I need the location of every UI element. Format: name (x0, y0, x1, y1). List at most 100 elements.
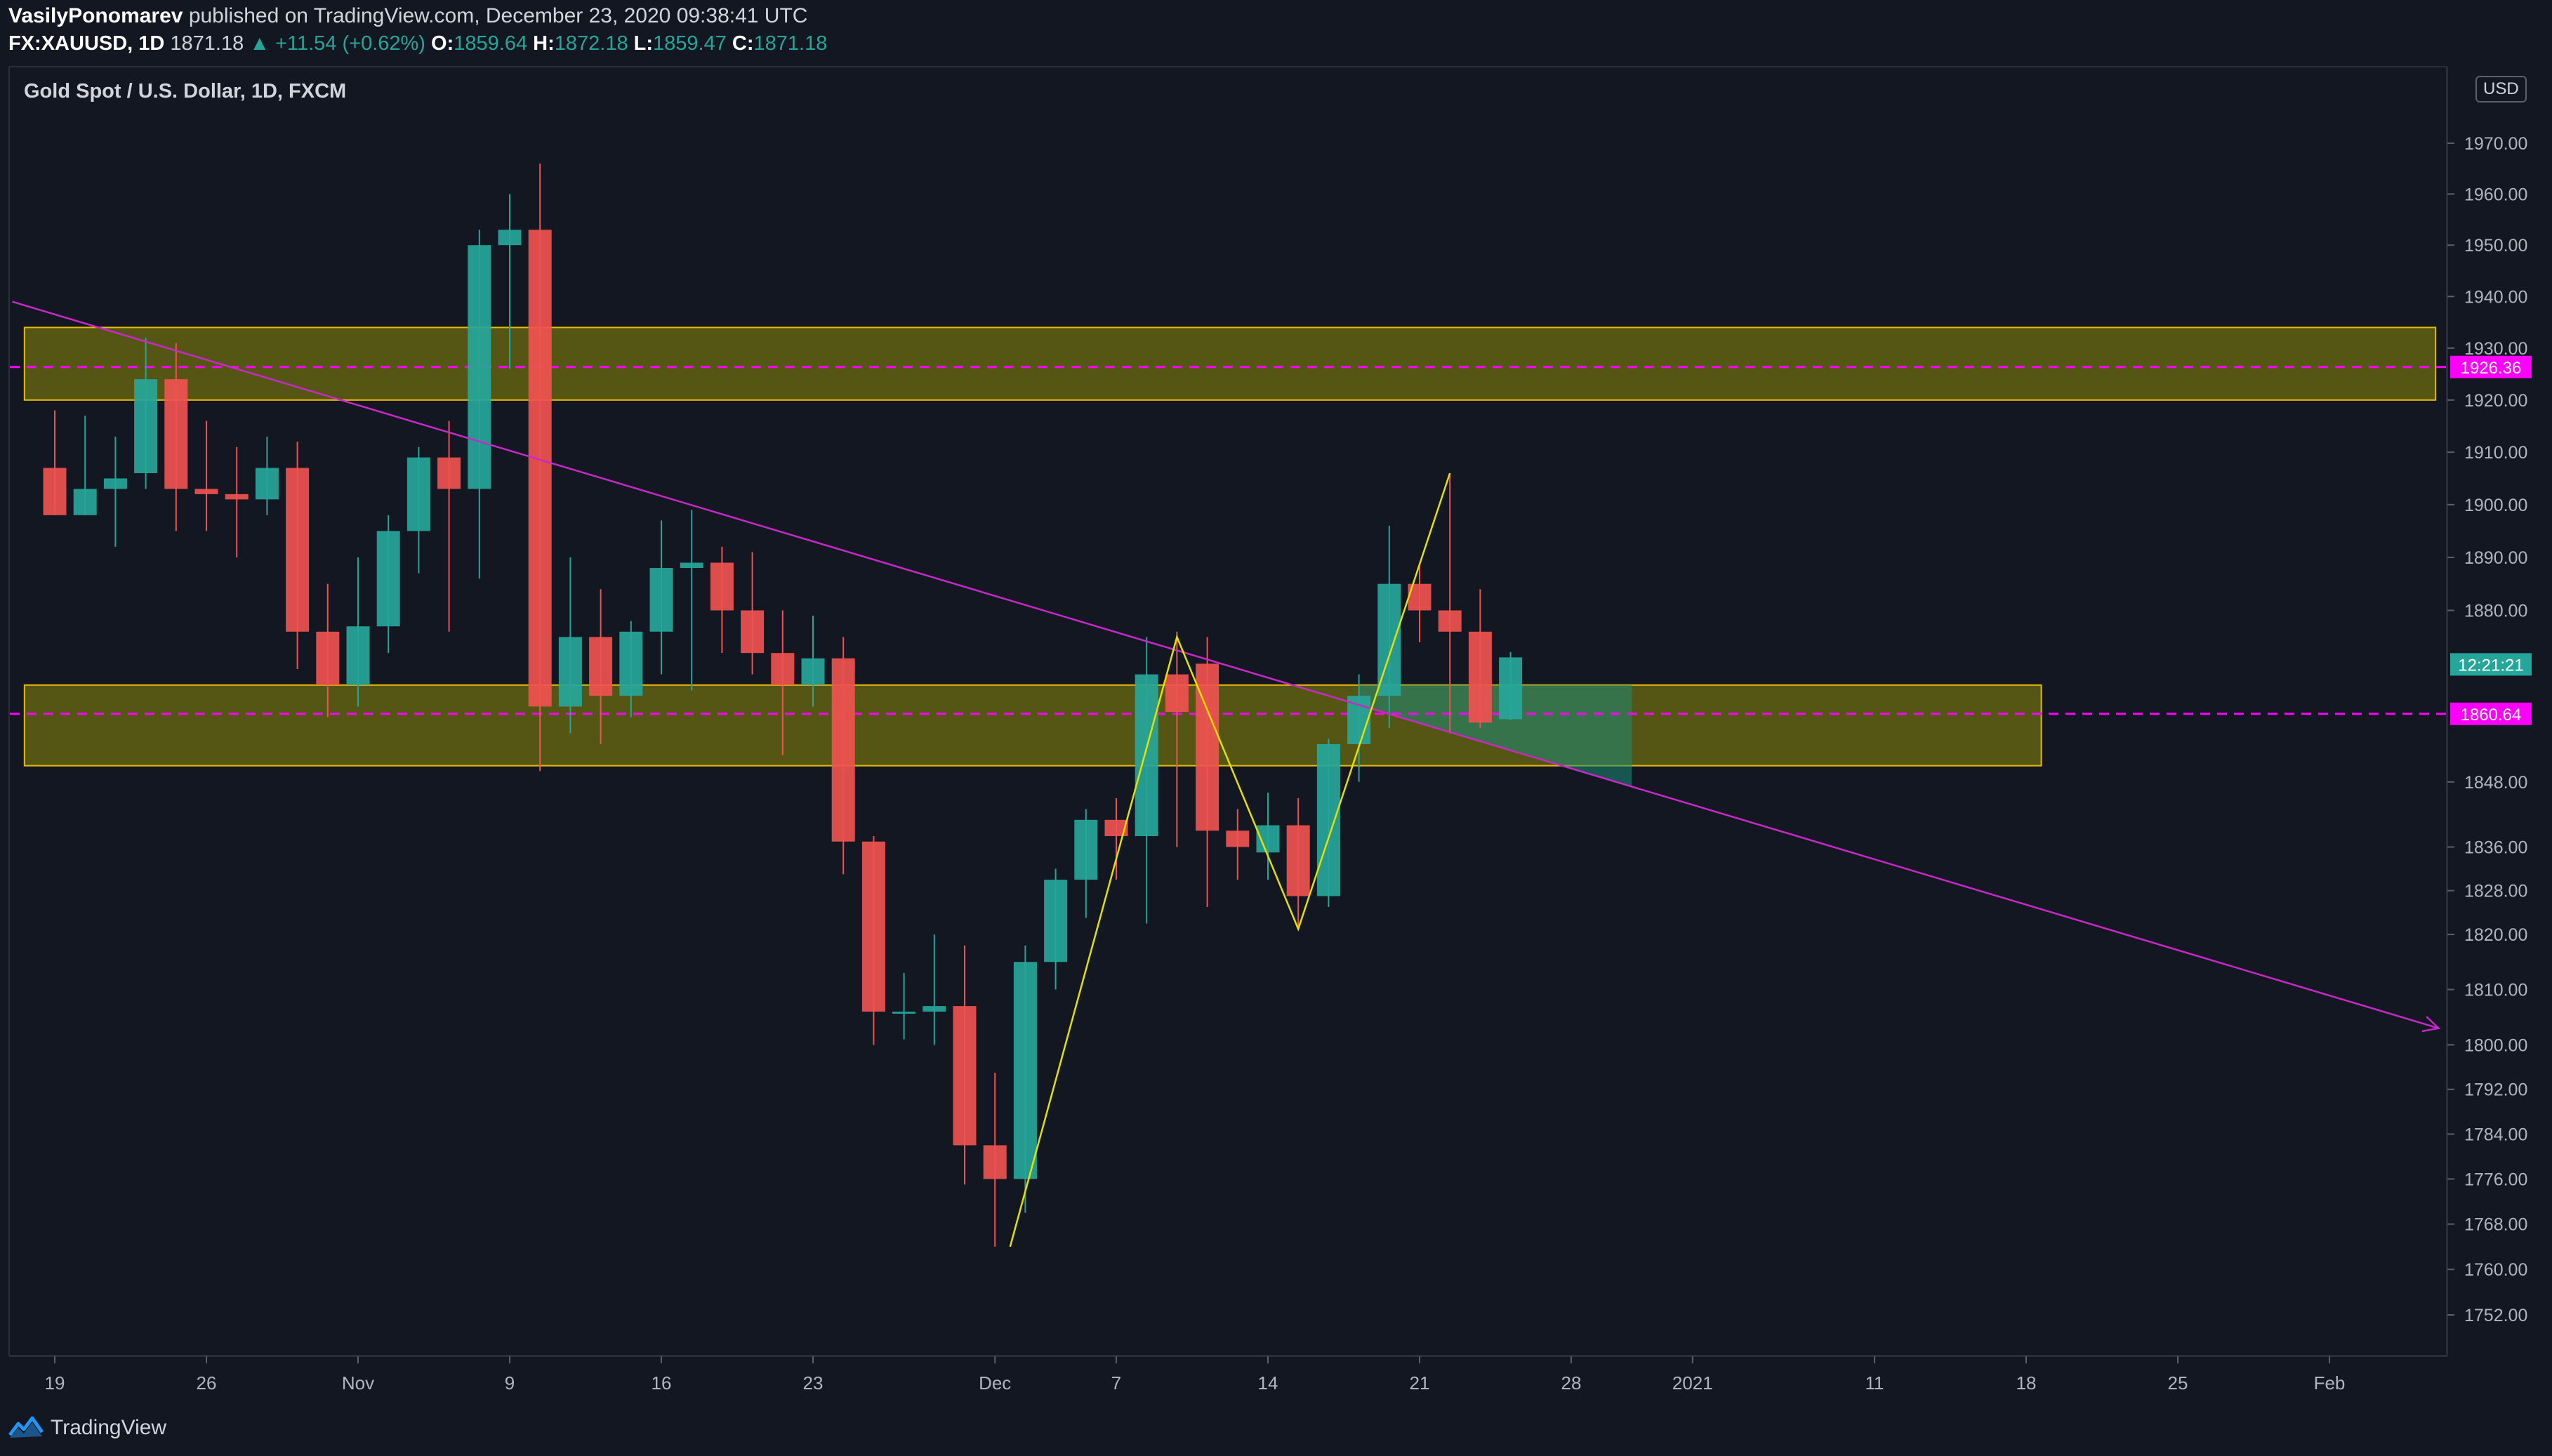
price-tick-label: 1920.00 (2464, 391, 2527, 411)
level-label: 1860.64 (2461, 706, 2522, 724)
price-tick-label: 1950.00 (2464, 236, 2527, 256)
low-label: L: (633, 32, 654, 55)
candle-body (1499, 657, 1523, 720)
candle-body (589, 637, 613, 696)
candle-body (953, 1006, 977, 1146)
time-tick-label: 2021 (1672, 1372, 1713, 1394)
candle-body (1347, 696, 1371, 744)
zigzag-drawing[interactable] (1009, 472, 1451, 1247)
candle-body (528, 230, 552, 707)
trendline-arrowhead (2421, 1016, 2441, 1033)
candle-body (801, 658, 825, 685)
candle-body (1074, 819, 1098, 880)
candle-body (1104, 819, 1128, 837)
candle-body (437, 457, 461, 489)
price-tick-label: 1900.00 (2464, 496, 2527, 515)
candle-body (103, 478, 127, 489)
published-text: published on TradingView.com, December 2… (188, 4, 808, 27)
currency-badge[interactable]: USD (2475, 76, 2527, 102)
projection-shape (1358, 684, 1632, 787)
time-tick-label: Nov (342, 1372, 374, 1394)
candle-body (1013, 962, 1037, 1179)
high-label: H: (533, 32, 555, 55)
candle-body (73, 489, 97, 515)
candle-body (1438, 610, 1462, 632)
zone-1 (23, 326, 2437, 401)
candle-body (680, 562, 703, 569)
candle-body (558, 637, 582, 707)
price-tick-label: 1970.00 (2464, 134, 2527, 154)
price-tick-label: 1810.00 (2464, 981, 2527, 1000)
price-tick-label: 1784.00 (2464, 1125, 2527, 1144)
chart-frame (8, 66, 2447, 1356)
time-tick-label: 16 (652, 1372, 672, 1394)
candle-body (1226, 830, 1250, 847)
open-label: O: (431, 32, 454, 55)
zone-2 (23, 684, 2042, 767)
projection-area (1358, 684, 1632, 787)
candle-body (1316, 743, 1340, 896)
close-label: C: (732, 32, 754, 55)
candle-body (741, 610, 765, 654)
publish-header: VasilyPonomarev published on TradingView… (0, 0, 2552, 65)
candle-body (346, 626, 370, 685)
candle-body (1286, 825, 1310, 896)
candle-body (710, 562, 734, 611)
price-tick-label: 1848.00 (2464, 773, 2527, 793)
candle-body (134, 379, 158, 473)
price-change: ▲ +11.54 (+0.62%) (249, 32, 425, 55)
tradingview-logo-icon (8, 1414, 44, 1443)
ohlc-legend: FX:XAUUSD, 1D 1871.18 ▲ +11.54 (+0.62%) … (8, 32, 827, 55)
candle-body (376, 531, 400, 627)
low-value: 1859.47 (653, 32, 727, 55)
candle-body (1468, 631, 1492, 723)
time-tick-label: 18 (2016, 1372, 2037, 1394)
last-price: 1871.18 (170, 32, 244, 55)
time-tick-label: 23 (803, 1372, 824, 1394)
author-name[interactable]: VasilyPonomarev (8, 4, 183, 27)
open-value: 1859.64 (454, 32, 528, 55)
price-tick-label: 1836.00 (2464, 838, 2527, 858)
candle-body (164, 379, 188, 489)
price-tick-label: 1820.00 (2464, 925, 2527, 945)
countdown-label: 12:21:21 (2458, 656, 2523, 675)
candle-body (194, 489, 218, 494)
candle-body (225, 494, 249, 500)
level-label: 1926.36 (2461, 359, 2522, 378)
symbol-label[interactable]: FX:XAUUSD, 1D (8, 32, 165, 55)
price-tick-label: 1930.00 (2464, 339, 2527, 359)
time-axis[interactable]: 19 26 Nov 9 16 23 Dec 7 14 21 28 2021 11 18 25 Feb (10, 1356, 2447, 1394)
time-tick-label: 19 (45, 1372, 65, 1394)
chart-title: Gold Spot / U.S. Dollar, 1D, FXCM (24, 80, 347, 102)
candle-body (406, 457, 430, 531)
price-axis[interactable]: 1970.00 1960.00 1950.00 1940.00 1930.00 1920.… (2447, 67, 2527, 1355)
candle-body (286, 468, 310, 632)
tradingview-brand[interactable]: TradingView (8, 1411, 166, 1445)
publish-info: VasilyPonomarev published on TradingView… (8, 4, 807, 28)
candle-body (619, 631, 643, 696)
candle-body (1135, 674, 1158, 837)
price-tick-label: 1792.00 (2464, 1080, 2527, 1100)
time-tick-label: 26 (197, 1372, 217, 1394)
price-tick-label: 1760.00 (2464, 1260, 2527, 1280)
price-tick-label: 1768.00 (2464, 1215, 2527, 1235)
time-tick-label: Dec (979, 1372, 1011, 1394)
candle-body (861, 841, 885, 1012)
candle-body (498, 230, 522, 246)
high-value: 1872.18 (554, 32, 628, 55)
level-label-bg (2450, 355, 2532, 378)
time-tick-label: 7 (1111, 1372, 1121, 1394)
time-tick-label: 28 (1561, 1372, 1582, 1394)
price-tick-label: 1752.00 (2464, 1306, 2527, 1325)
countdown-bg (2450, 653, 2532, 676)
candle-body (649, 568, 673, 632)
close-value: 1871.18 (753, 32, 828, 55)
trendline-drawing[interactable] (12, 300, 2441, 1033)
candle-body (43, 468, 67, 515)
horizontal-levels: 1926.36 1860.64 12:21:21 (10, 355, 2532, 725)
candle-body (892, 1011, 916, 1014)
time-tick-label: 9 (505, 1372, 515, 1394)
price-tick-label: 1880.00 (2464, 601, 2527, 621)
time-tick-label: 11 (1865, 1372, 1884, 1394)
